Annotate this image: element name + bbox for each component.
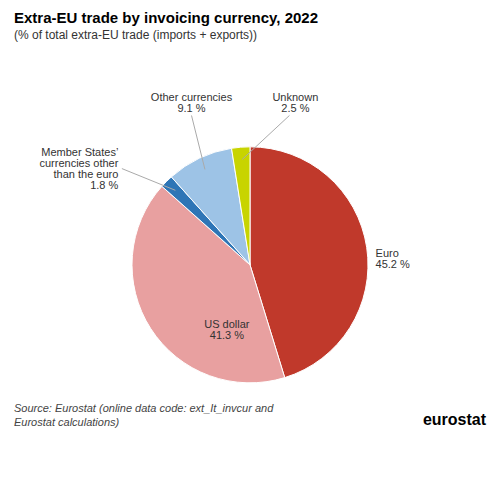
svg-text:Euro45.2 %: Euro45.2 %: [376, 247, 410, 270]
html-text:Extra-EU trade by invoicing cu: Extra-EU trade by invoicing currency, 20…: [14, 9, 318, 26]
svg-text:Unknown2.5 %: Unknown2.5 %: [272, 91, 318, 114]
html-text:eurostat: eurostat: [422, 411, 486, 428]
html-text:Source: Eurostat (online data: Source: Eurostat (online data code: ext_…: [14, 402, 274, 428]
svg-text:Other currencies9.1 %: Other currencies9.1 %: [151, 91, 233, 114]
html-text:(% of total extra-EU trade (im: (% of total extra-EU trade (imports + ex…: [14, 28, 258, 42]
svg-text:US dollar41.3 %: US dollar41.3 %: [204, 318, 250, 341]
svg-text:Member States’currencies other: Member States’currencies otherthan the e…: [39, 146, 118, 191]
